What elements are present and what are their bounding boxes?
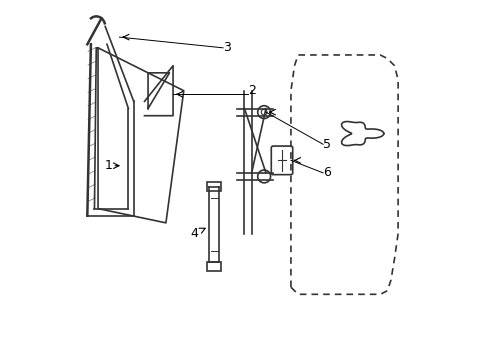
Bar [206, 262, 221, 271]
Bar [206, 182, 221, 191]
Text: 3: 3 [222, 41, 230, 54]
Text: 5: 5 [322, 138, 330, 151]
Text: 4: 4 [190, 227, 198, 240]
FancyBboxPatch shape [271, 146, 292, 175]
Text: 6: 6 [322, 166, 330, 179]
Text: 2: 2 [247, 84, 255, 97]
Text: 1: 1 [104, 159, 112, 172]
